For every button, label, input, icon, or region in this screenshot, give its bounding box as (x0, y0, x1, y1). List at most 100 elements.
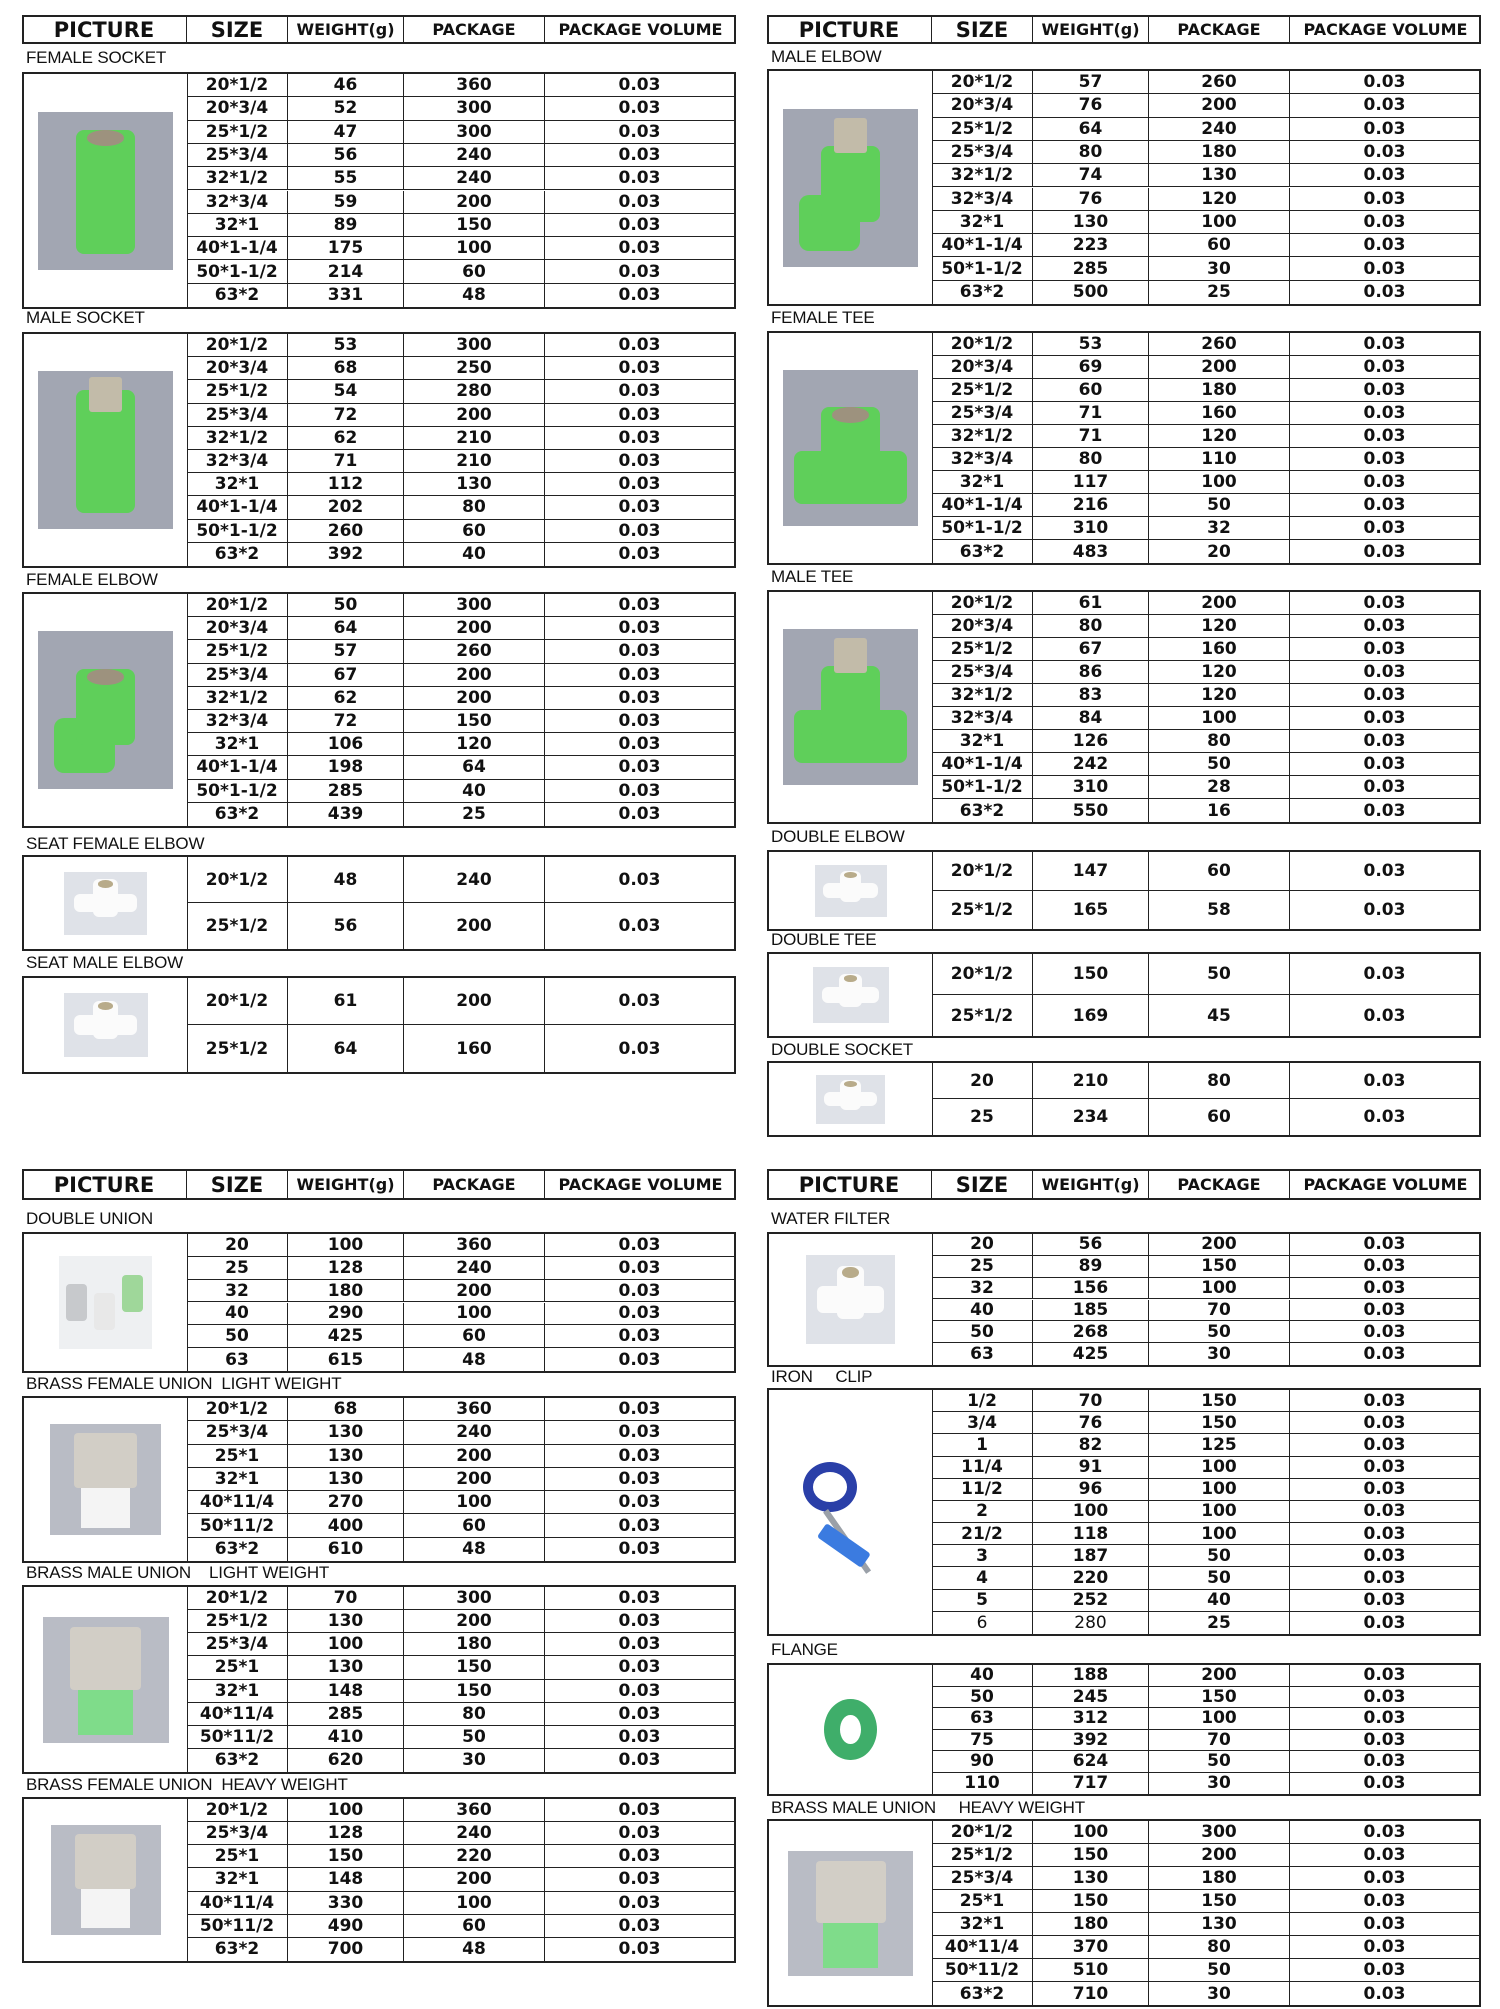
weight-cell: 56 (288, 143, 404, 168)
picture-cell (24, 594, 188, 826)
picture-cell (769, 333, 933, 563)
picture-cell (24, 978, 188, 1072)
size-cell: 50*1-1/2 (187, 779, 288, 803)
size-cell: 20*1/2 (187, 1398, 288, 1422)
weight-cell: 100 (1033, 1821, 1149, 1844)
size-cell: 25*3/4 (187, 1822, 288, 1846)
size-cell: 20*3/4 (932, 356, 1033, 379)
size-cell: 75 (932, 1729, 1033, 1751)
size-cell: 32*1 (187, 733, 288, 757)
weight-cell: 100 (288, 1633, 404, 1657)
package-cell: 200 (404, 190, 545, 214)
package-cell: 50 (404, 1725, 545, 1749)
weight-cell: 234 (1033, 1099, 1149, 1135)
volume-cell: 0.03 (545, 1633, 734, 1657)
volume-cell: 0.03 (545, 664, 734, 687)
size-cell: 40 (932, 1299, 1033, 1322)
package-cell: 200 (404, 903, 545, 949)
size-cell: 20*1/2 (932, 592, 1033, 615)
brass-insert (98, 880, 113, 888)
package-cell: 180 (1149, 1867, 1290, 1890)
package-cell: 25 (1149, 1611, 1290, 1634)
package-cell: 120 (404, 733, 545, 757)
weight-cell: 70 (288, 1587, 404, 1611)
header-picture: PICTURE (767, 17, 932, 42)
size-cell: 50*1-1/2 (932, 776, 1033, 799)
weight-cell: 490 (288, 1914, 404, 1938)
product-table: 20*1/2 57 260 0.03 20*3/4 76 200 0.03 25*1/2 64 24… (767, 69, 1481, 306)
weight-cell: 624 (1033, 1751, 1149, 1773)
weight-cell: 147 (1033, 852, 1149, 891)
volume-cell: 0.03 (545, 1703, 734, 1726)
weight-cell: 180 (1033, 1913, 1149, 1936)
package-cell: 60 (1149, 852, 1290, 891)
size-cell: 50*11/2 (187, 1725, 288, 1749)
package-cell: 150 (1149, 1390, 1290, 1413)
package-cell: 30 (1149, 1772, 1290, 1794)
weight-cell: 620 (288, 1748, 404, 1772)
weight-cell: 198 (288, 756, 404, 780)
package-cell: 70 (1149, 1729, 1290, 1751)
volume-cell: 0.03 (1290, 71, 1479, 95)
size-cell: 32*3/4 (932, 707, 1033, 730)
size-cell: 25*1/2 (187, 1025, 288, 1072)
volume-cell: 0.03 (1363, 541, 1406, 562)
volume-cell: 0.03 (1290, 1751, 1479, 1773)
weight-cell: 47 (288, 120, 404, 144)
section-title: IRON CLIP (771, 1367, 873, 1386)
volume-cell: 0.03 (1290, 1844, 1479, 1867)
picture-cell (24, 334, 188, 566)
volume-cell: 0.03 (545, 496, 734, 520)
weight-cell: 57 (288, 640, 404, 664)
size-cell: 63 (187, 1348, 288, 1371)
size-cell: 20*1/2 (187, 1799, 288, 1823)
size-cell: 25*1 (932, 1890, 1033, 1913)
weight-cell: 48 (288, 857, 404, 903)
header-weight-g: WEIGHT(g) (1033, 17, 1149, 42)
package-cell: 180 (1149, 140, 1290, 165)
volume-cell: 0.03 (1290, 753, 1479, 776)
section-title: FEMALE TEE (771, 308, 875, 327)
package-cell: 120 (1149, 661, 1290, 684)
weight-cell: 118 (1033, 1523, 1149, 1546)
volume-cell: 0.03 (1290, 1479, 1479, 1501)
weight-cell: 71 (1033, 402, 1149, 425)
volume-cell: 0.03 (1290, 1890, 1479, 1913)
package-cell: 200 (1149, 356, 1290, 379)
header-package-volume: PACKAGE VOLUME (558, 1175, 723, 1194)
weight-cell: 56 (1033, 1234, 1149, 1256)
section-title: FLANGE (771, 1640, 838, 1659)
package-cell: 200 (1149, 1234, 1290, 1256)
size-cell: 25*3/4 (187, 663, 288, 687)
volume-cell: 0.03 (1290, 1708, 1479, 1730)
volume-cell: 0.03 (618, 1038, 661, 1059)
volume-cell: 0.03 (545, 97, 734, 121)
size-cell: 50 (187, 1325, 288, 1349)
volume-cell: 0.03 (1290, 954, 1479, 995)
size-cell: 25*1 (187, 1444, 288, 1468)
package-cell: 360 (404, 1234, 545, 1257)
header-size: SIZE (187, 17, 288, 42)
brass-union-white-image (50, 1424, 161, 1535)
weight-cell: 260 (288, 519, 404, 543)
section-title: BRASS MALE UNION HEAVY WEIGHT (771, 1798, 1085, 1817)
package-cell: 70 (1149, 1299, 1290, 1322)
brass-insert (843, 974, 858, 982)
weight-cell: 188 (1033, 1665, 1149, 1687)
weight-cell: 425 (288, 1325, 404, 1349)
volume-cell: 0.03 (545, 710, 734, 734)
package-cell: 150 (1149, 1890, 1290, 1913)
size-cell: 40 (187, 1302, 288, 1326)
size-cell: 2 (932, 1500, 1033, 1524)
size-cell: 25*1/2 (187, 1610, 288, 1634)
package-cell: 150 (404, 710, 545, 734)
weight-cell: 148 (288, 1868, 404, 1892)
weight-cell: 61 (1033, 592, 1149, 615)
package-cell: 150 (1149, 1255, 1290, 1278)
package-cell: 360 (404, 1398, 545, 1422)
package-cell: 200 (404, 1467, 545, 1492)
package-cell: 64 (404, 756, 545, 780)
picture-cell (769, 954, 933, 1036)
weight-cell: 68 (288, 357, 404, 381)
header-package-volume: PACKAGE VOLUME (558, 20, 723, 39)
